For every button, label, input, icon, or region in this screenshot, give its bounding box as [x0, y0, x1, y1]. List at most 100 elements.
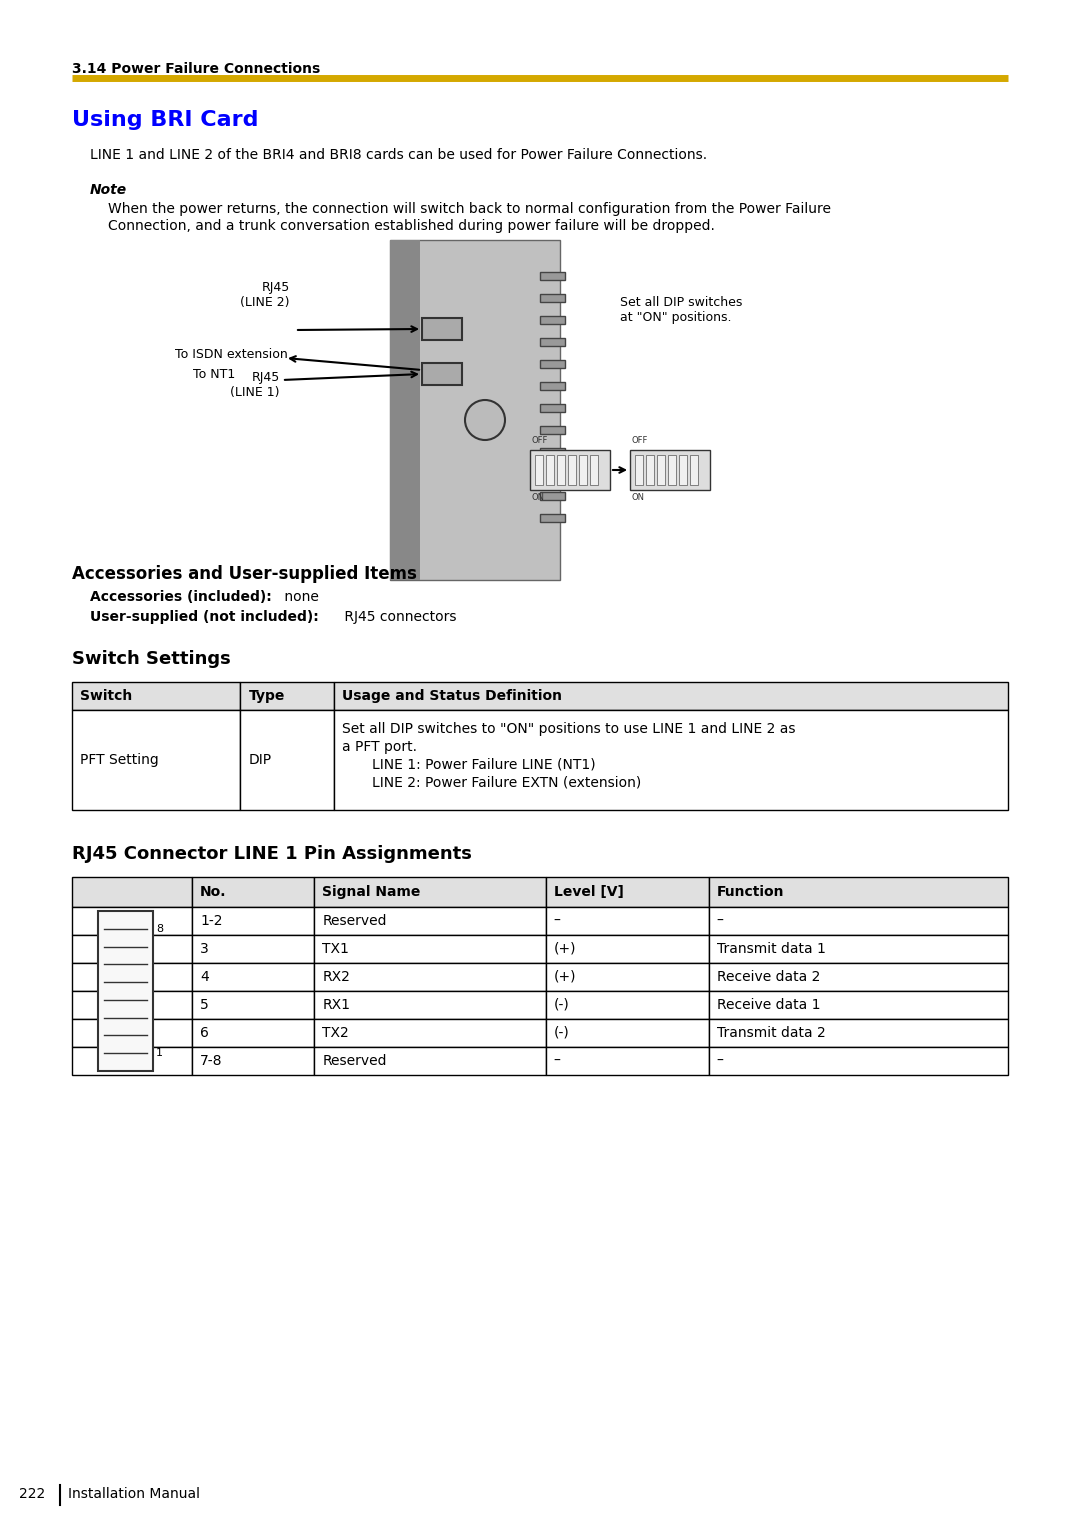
Bar: [545, 877, 708, 908]
Text: RX1: RX1: [323, 998, 350, 1012]
Text: 1-2: 1-2: [200, 914, 222, 927]
Bar: [192, 963, 314, 992]
Bar: [546, 455, 554, 484]
Text: RX2: RX2: [323, 970, 350, 984]
Bar: [422, 318, 462, 341]
Bar: [540, 471, 565, 478]
Bar: [422, 364, 462, 385]
Bar: [192, 1047, 314, 1076]
Text: LINE 2: Power Failure EXTN (extension): LINE 2: Power Failure EXTN (extension): [373, 776, 642, 790]
Text: (-): (-): [554, 1025, 569, 1041]
Bar: [72, 935, 192, 963]
Bar: [708, 963, 1008, 992]
Bar: [557, 455, 565, 484]
Bar: [708, 935, 1008, 963]
Text: 222: 222: [18, 1487, 45, 1500]
Bar: [530, 451, 610, 490]
Bar: [590, 455, 598, 484]
Text: 7-8: 7-8: [200, 1054, 222, 1068]
Text: none: none: [280, 590, 319, 604]
Bar: [708, 1047, 1008, 1076]
Bar: [540, 382, 565, 390]
Text: RJ45
(LINE 1): RJ45 (LINE 1): [230, 371, 280, 399]
Bar: [192, 1019, 314, 1047]
Bar: [241, 711, 334, 810]
Text: (+): (+): [554, 941, 576, 957]
Text: 4: 4: [200, 970, 208, 984]
Text: Connection, and a trunk conversation established during power failure will be dr: Connection, and a trunk conversation est…: [108, 219, 715, 232]
Text: When the power returns, the connection will switch back to normal configuration : When the power returns, the connection w…: [108, 202, 831, 215]
Bar: [192, 877, 314, 908]
Bar: [314, 935, 545, 963]
Text: Set all DIP switches to "ON" positions to use LINE 1 and LINE 2 as: Set all DIP switches to "ON" positions t…: [342, 723, 796, 736]
Bar: [545, 1019, 708, 1047]
Text: Switch: Switch: [80, 689, 132, 703]
Bar: [708, 877, 1008, 908]
Text: Accessories and User-supplied Items: Accessories and User-supplied Items: [72, 565, 417, 584]
Bar: [630, 451, 710, 490]
Bar: [540, 293, 565, 303]
Bar: [545, 908, 708, 935]
Text: Signal Name: Signal Name: [323, 885, 421, 898]
Text: 6: 6: [200, 1025, 208, 1041]
Text: DIP: DIP: [248, 753, 271, 767]
Bar: [540, 448, 565, 455]
Text: Type: Type: [248, 689, 285, 703]
Bar: [545, 992, 708, 1019]
Text: OFF: OFF: [532, 435, 549, 445]
Text: RJ45 Connector LINE 1 Pin Assignments: RJ45 Connector LINE 1 Pin Assignments: [72, 845, 472, 863]
Text: (+): (+): [554, 970, 576, 984]
Text: LINE 1 and LINE 2 of the BRI4 and BRI8 cards can be used for Power Failure Conne: LINE 1 and LINE 2 of the BRI4 and BRI8 c…: [90, 148, 707, 162]
Bar: [72, 877, 192, 908]
Text: PFT Setting: PFT Setting: [80, 753, 159, 767]
Text: Reserved: Reserved: [323, 914, 387, 927]
Bar: [390, 240, 561, 581]
Text: ON: ON: [532, 494, 545, 503]
Bar: [72, 963, 192, 992]
Text: (-): (-): [554, 998, 569, 1012]
Bar: [540, 272, 565, 280]
Text: a PFT port.: a PFT port.: [342, 740, 417, 753]
Bar: [192, 935, 314, 963]
Bar: [545, 935, 708, 963]
Bar: [540, 513, 565, 523]
Text: Receive data 1: Receive data 1: [717, 998, 821, 1012]
Text: Usage and Status Definition: Usage and Status Definition: [342, 689, 562, 703]
Text: Installation Manual: Installation Manual: [68, 1487, 200, 1500]
Bar: [657, 455, 665, 484]
Text: Level [V]: Level [V]: [554, 885, 623, 898]
Text: Note: Note: [90, 183, 127, 197]
Bar: [540, 492, 565, 500]
Text: ON: ON: [632, 494, 645, 503]
Bar: [540, 361, 565, 368]
Text: Accessories (included):: Accessories (included):: [90, 590, 272, 604]
Text: Transmit data 2: Transmit data 2: [717, 1025, 825, 1041]
Text: TX1: TX1: [323, 941, 349, 957]
Bar: [72, 908, 192, 935]
Bar: [72, 681, 241, 711]
Bar: [708, 1019, 1008, 1047]
Bar: [72, 711, 241, 810]
Bar: [314, 877, 545, 908]
Bar: [545, 1047, 708, 1076]
Text: 3: 3: [200, 941, 208, 957]
Bar: [314, 908, 545, 935]
Bar: [540, 403, 565, 413]
Bar: [314, 992, 545, 1019]
Bar: [192, 992, 314, 1019]
Text: Receive data 2: Receive data 2: [717, 970, 820, 984]
Bar: [708, 992, 1008, 1019]
Bar: [72, 1019, 192, 1047]
Text: –: –: [554, 1054, 561, 1068]
Bar: [669, 455, 676, 484]
Circle shape: [465, 400, 505, 440]
Bar: [334, 681, 1008, 711]
Text: Switch Settings: Switch Settings: [72, 649, 231, 668]
Bar: [98, 911, 153, 1071]
Text: RJ45
(LINE 2): RJ45 (LINE 2): [241, 281, 291, 309]
Bar: [72, 992, 192, 1019]
Text: RJ45 connectors: RJ45 connectors: [340, 610, 457, 623]
Text: –: –: [717, 1054, 724, 1068]
Text: 3.14 Power Failure Connections: 3.14 Power Failure Connections: [72, 63, 321, 76]
Text: 5: 5: [200, 998, 208, 1012]
